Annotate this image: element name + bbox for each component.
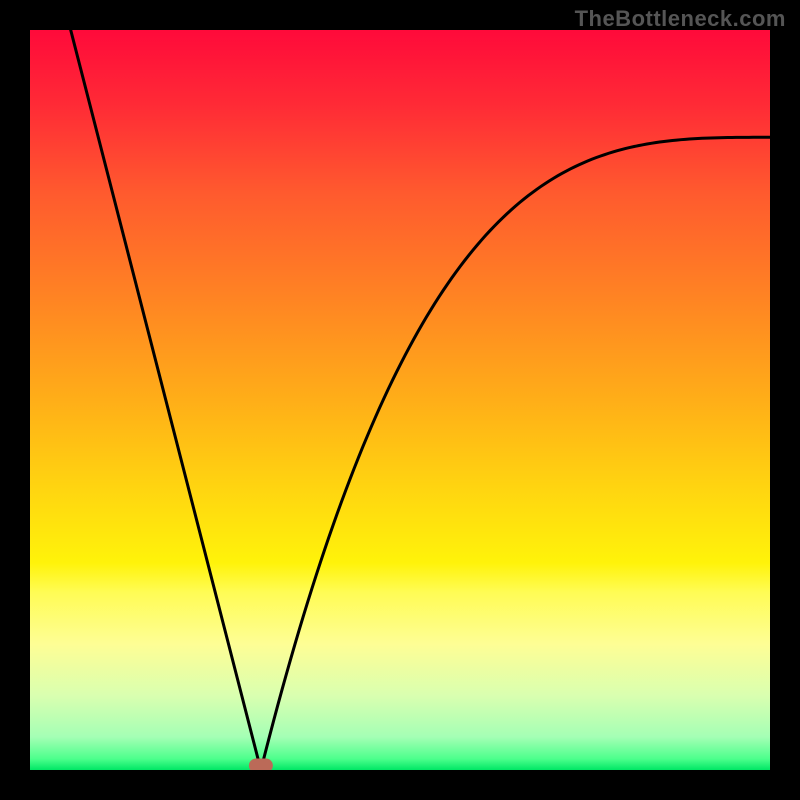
- chart-frame: TheBottleneck.com: [0, 0, 800, 800]
- plot-area: [30, 30, 770, 770]
- watermark-text: TheBottleneck.com: [575, 6, 786, 32]
- marker-layer: [30, 30, 770, 770]
- minimum-marker: [249, 759, 273, 770]
